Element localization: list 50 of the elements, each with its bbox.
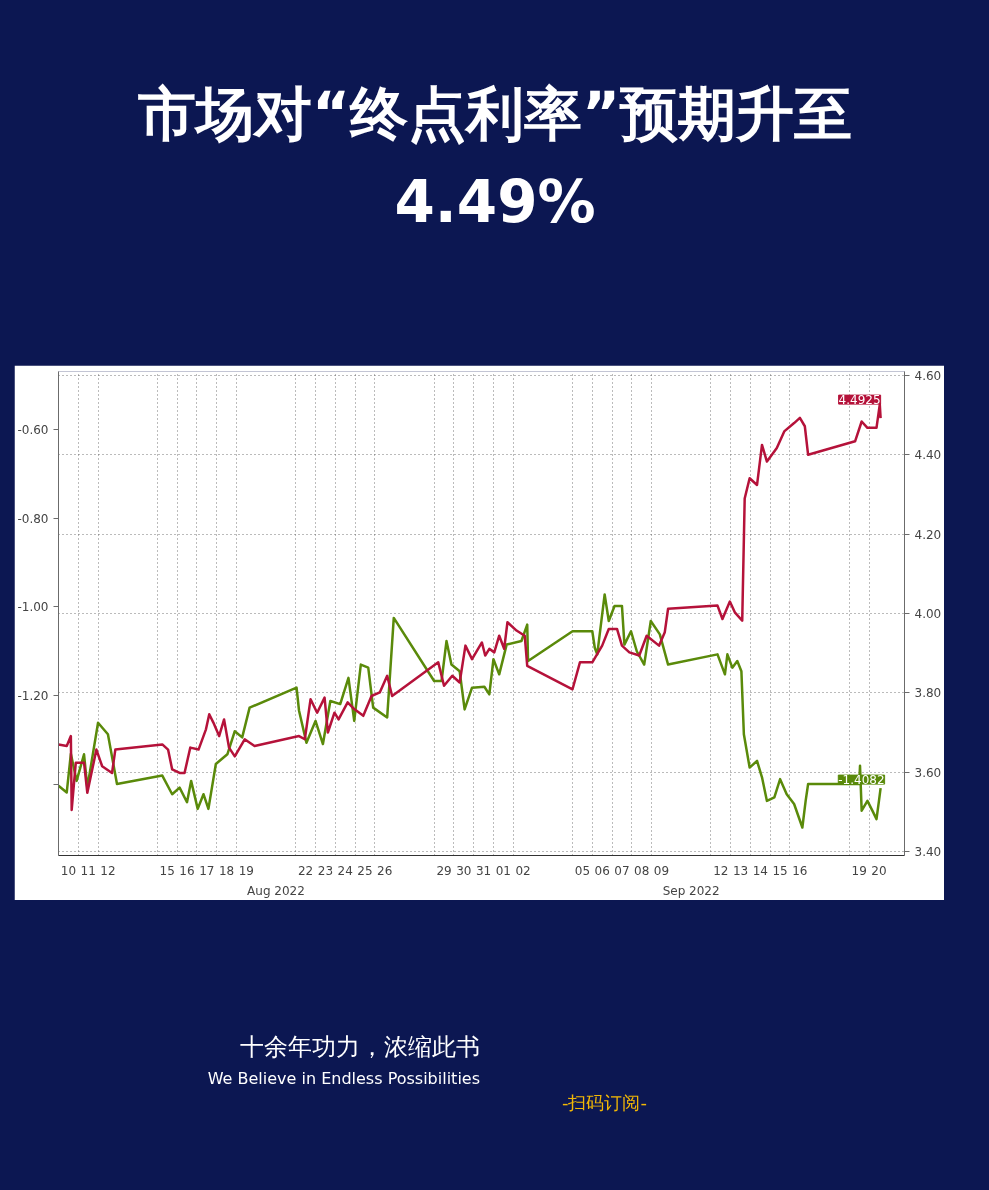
y2-tick-label: 3.40 xyxy=(914,845,942,860)
text: Aug 2022 xyxy=(247,883,305,898)
x-tick-label: 06 xyxy=(594,863,610,878)
x-tick-label: 15 xyxy=(159,863,175,878)
x-tick-label: 02 xyxy=(515,863,531,878)
y2-tick-label: 4.60 xyxy=(914,368,942,383)
x-tick-label: 09 xyxy=(653,863,670,878)
text: We Believe in Endless Possibilities xyxy=(207,1068,480,1090)
x-tick-label: 08 xyxy=(634,863,650,878)
x-tick-label: 16 xyxy=(179,863,195,878)
x-tick-label: 10 xyxy=(60,863,77,878)
y2-tick-label: 4.20 xyxy=(914,527,942,542)
x-tick-label: 26 xyxy=(377,863,393,878)
chart-title: 市场对“终点利率”预期升至4.49% xyxy=(136,79,854,238)
x-tick-label: 12 xyxy=(713,863,729,878)
x-tick-label: 17 xyxy=(199,863,215,878)
x-tick-label: 25 xyxy=(357,863,373,878)
y2-tick-label: 3.60 xyxy=(914,765,942,780)
x-tick-label: 29 xyxy=(436,863,452,878)
x-tick-label: 11 xyxy=(80,863,96,878)
x-tick-label: 18 xyxy=(218,863,235,878)
x-tick-label: 16 xyxy=(792,863,808,878)
data-label: 4.4925 xyxy=(838,393,881,408)
x-tick-label: 12 xyxy=(100,863,116,878)
data-label: -1.4082 xyxy=(838,773,885,788)
x-tick-label: 30 xyxy=(456,863,472,878)
x-tick-label: 15 xyxy=(772,863,788,878)
y-tick-label: -1.00 xyxy=(17,600,49,615)
x-tick-label: 31 xyxy=(475,863,492,878)
y2-tick-label: 3.80 xyxy=(914,686,942,701)
x-tick-label: 24 xyxy=(337,863,353,878)
x-tick-label: 01 xyxy=(495,863,511,878)
x-tick-label: 07 xyxy=(614,863,630,878)
text: Sep 2022 xyxy=(662,883,720,898)
text: 十余年功力，浓缩此书 xyxy=(240,1032,480,1063)
y-tick-label: -0.60 xyxy=(17,422,49,437)
line-series xyxy=(58,593,882,829)
y2-tick-label: 4.00 xyxy=(914,607,942,621)
x-tick-label: 23 xyxy=(317,863,334,878)
y-tick-label: -0.80 xyxy=(17,511,49,526)
text: -扫码订阅- xyxy=(562,1091,647,1115)
x-tick-label: 22 xyxy=(297,863,314,878)
y2-tick-label: 4.40 xyxy=(914,448,942,463)
y-tick-label: -1.20 xyxy=(17,689,49,704)
x-tick-label: 13 xyxy=(732,863,749,878)
x-tick-label: 05 xyxy=(574,863,591,878)
x-tick-label: 14 xyxy=(752,863,768,878)
x-tick-label: 19 xyxy=(851,863,867,878)
x-tick-label: 19 xyxy=(238,863,254,878)
x-tick-label: 20 xyxy=(871,863,887,878)
